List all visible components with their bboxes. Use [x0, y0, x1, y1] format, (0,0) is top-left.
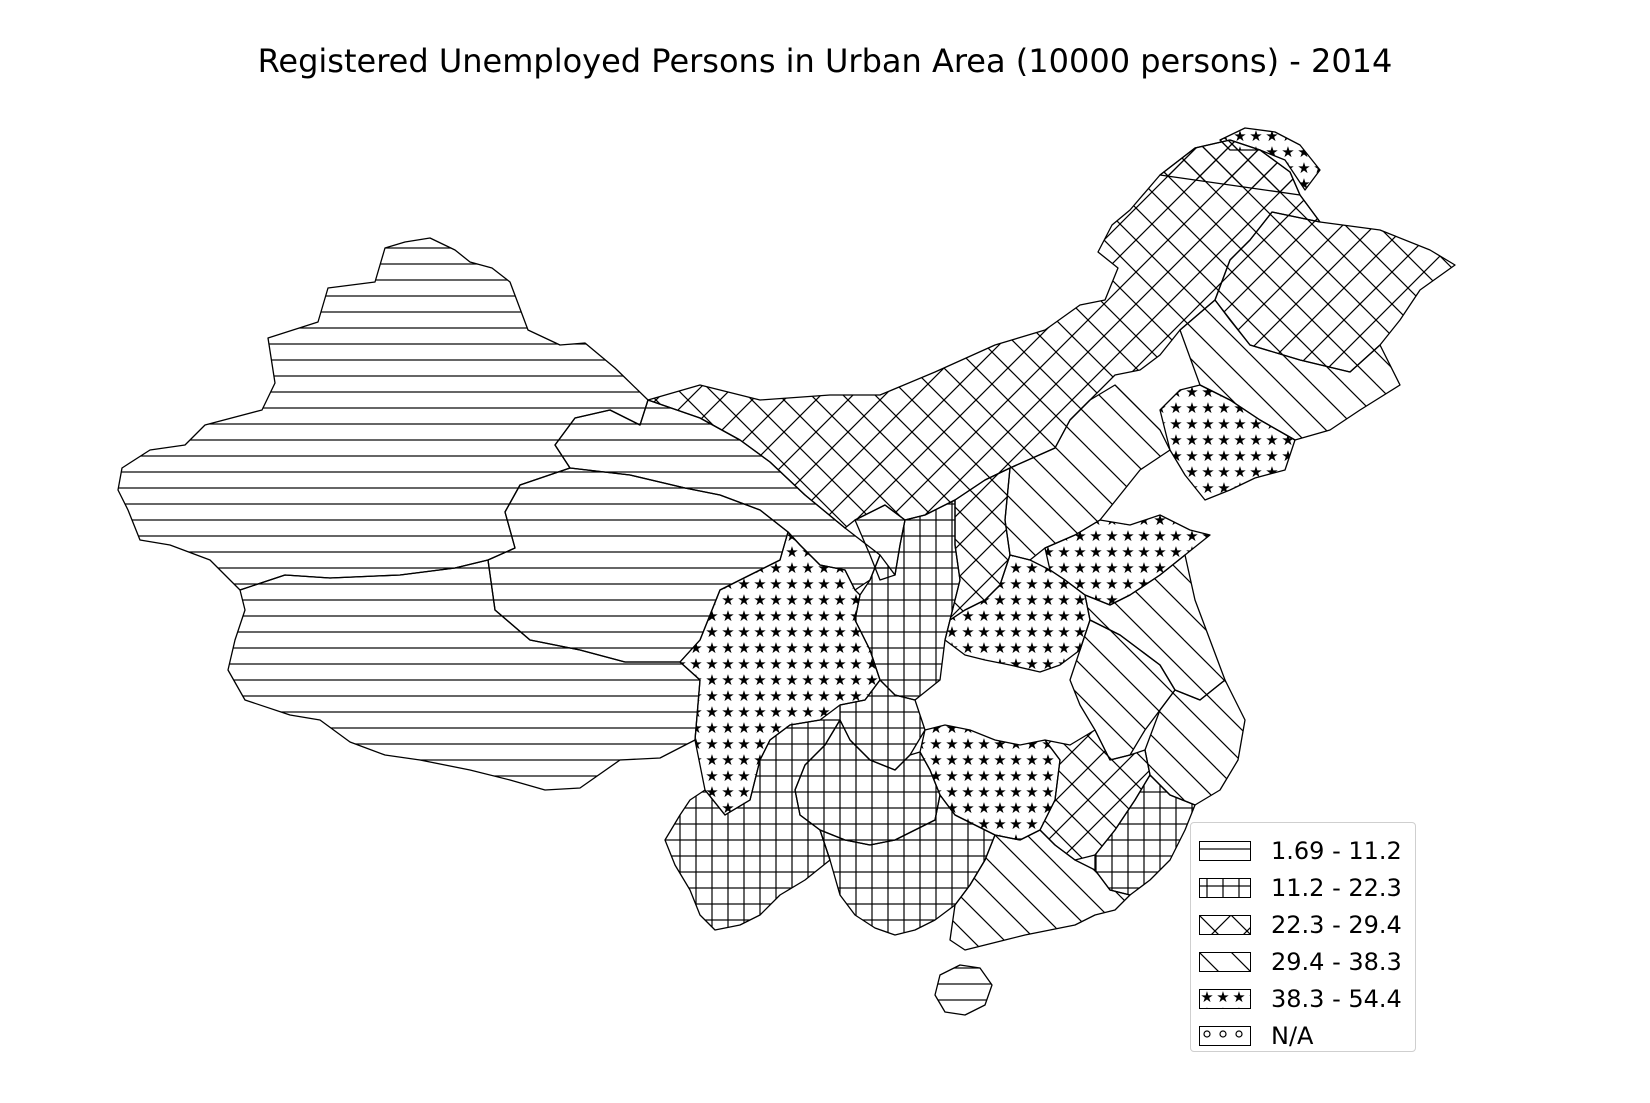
- region-northeast-tip: [1219, 127, 1321, 191]
- legend-label: 22.3 - 29.4: [1271, 911, 1402, 939]
- region-zhejiang: [1144, 679, 1246, 806]
- region-tibet: [227, 559, 701, 791]
- map-legend: 1.69 - 11.2 11.2 - 22.3 22.3 - 29.4 29.4…: [1190, 822, 1416, 1052]
- region-chongqing: [839, 679, 926, 771]
- legend-label: 11.2 - 22.3: [1271, 874, 1402, 902]
- legend-swatch-grid: [1199, 878, 1251, 898]
- region-heilongjiang: [1159, 139, 1456, 373]
- region-henan: [944, 554, 1091, 673]
- legend-swatch-diamond: [1199, 915, 1251, 935]
- legend-item-6: N/A: [1199, 1021, 1313, 1051]
- legend-item-1: 1.69 - 11.2: [1199, 836, 1402, 866]
- legend-label: N/A: [1271, 1022, 1314, 1050]
- legend-label: 1.69 - 11.2: [1271, 837, 1402, 865]
- legend-item-5: 38.3 - 54.4: [1199, 984, 1402, 1014]
- region-hunan: [919, 724, 1061, 841]
- legend-label: 38.3 - 54.4: [1271, 985, 1402, 1013]
- legend-item-4: 29.4 - 38.3: [1199, 947, 1402, 977]
- region-guangdong: [949, 829, 1131, 951]
- region-guangxi: [819, 794, 996, 936]
- legend-swatch-circles: [1199, 1026, 1251, 1046]
- region-hainan: [934, 964, 993, 1016]
- legend-item-3: 22.3 - 29.4: [1199, 910, 1402, 940]
- legend-swatch-diag: [1199, 952, 1251, 972]
- legend-label: 29.4 - 38.3: [1271, 948, 1402, 976]
- legend-swatch-hlines: [1199, 841, 1251, 861]
- legend-item-2: 11.2 - 22.3: [1199, 873, 1402, 903]
- region-sichuan: [679, 531, 881, 816]
- map-title: Registered Unemployed Persons in Urban A…: [257, 42, 1393, 80]
- region-liaoning: [1159, 384, 1296, 501]
- legend-swatch-stars: [1199, 989, 1251, 1009]
